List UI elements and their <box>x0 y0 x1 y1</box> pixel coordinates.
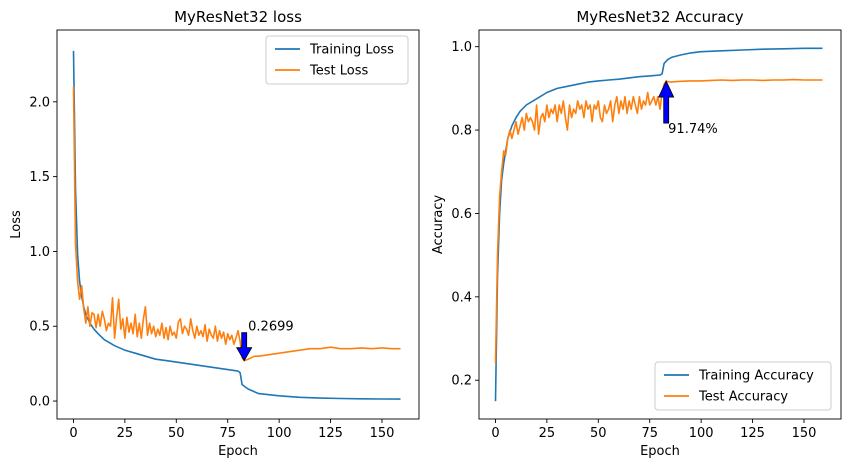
y-axis-label: Loss <box>9 210 24 239</box>
y-tick-label: 1.0 <box>451 40 472 55</box>
legend-frame <box>654 361 832 411</box>
x-tick-label: 125 <box>740 426 765 441</box>
annotation-label: 0.2699 <box>248 320 294 335</box>
x-tick-label: 100 <box>267 426 292 441</box>
x-tick-label: 150 <box>792 426 817 441</box>
x-tick-label: 150 <box>370 426 395 441</box>
y-tick-label: 0.5 <box>29 320 50 335</box>
x-tick-label: 50 <box>590 426 607 441</box>
chart-panel-0: MyResNet32 loss 0 25 50 75 100 125 150 0.0 0.5 1.0… <box>9 8 420 459</box>
series-line-test-loss <box>72 86 401 362</box>
y-tick-label: 0.2 <box>451 374 472 389</box>
x-tick-label: 75 <box>219 426 236 441</box>
y-tick-label: 0.8 <box>451 124 472 139</box>
x-axis-label: Epoch <box>218 444 258 459</box>
y-axis-label: Accuracy <box>431 195 446 255</box>
chart-panel-1: MyResNet32 Accuracy 0 25 50 75 100 125 150 0.2 0.… <box>431 8 842 459</box>
series-line-training-loss <box>72 50 401 400</box>
legend: Training Accuracy Test Accuracy <box>654 361 832 411</box>
y-tick-label: 0.0 <box>29 395 50 410</box>
annotation-arrow <box>658 80 675 124</box>
y-tick-label: 0.6 <box>451 207 472 222</box>
annotation-label: 91.74% <box>668 122 718 137</box>
x-tick-label: 25 <box>539 426 556 441</box>
legend-label: Test Accuracy <box>698 390 788 405</box>
x-axis-label: Epoch <box>640 444 680 459</box>
chart-title: MyResNet32 Accuracy <box>576 8 743 26</box>
x-tick-label: 100 <box>689 426 714 441</box>
y-tick-label: 1.5 <box>29 170 50 185</box>
x-tick-label: 50 <box>168 426 185 441</box>
legend-label: Training Accuracy <box>698 369 814 384</box>
annotation-arrow <box>236 332 253 362</box>
x-tick-label: 75 <box>641 426 658 441</box>
y-tick-label: 2.0 <box>29 95 50 110</box>
legend-label: Test Loss <box>309 64 368 79</box>
x-tick-label: 125 <box>318 426 343 441</box>
legend-label: Training Loss <box>309 43 394 58</box>
x-tick-label: 0 <box>69 426 77 441</box>
legend-frame <box>265 35 409 85</box>
y-tick-label: 1.0 <box>29 245 50 260</box>
x-tick-label: 25 <box>117 426 134 441</box>
axes-frame <box>56 29 420 420</box>
legend: Training Loss Test Loss <box>265 35 409 85</box>
chart-title: MyResNet32 loss <box>174 8 302 26</box>
x-tick-label: 0 <box>491 426 499 441</box>
y-tick-label: 0.4 <box>451 290 472 305</box>
series-line-test-accuracy <box>494 78 823 364</box>
axes-frame <box>478 29 842 420</box>
